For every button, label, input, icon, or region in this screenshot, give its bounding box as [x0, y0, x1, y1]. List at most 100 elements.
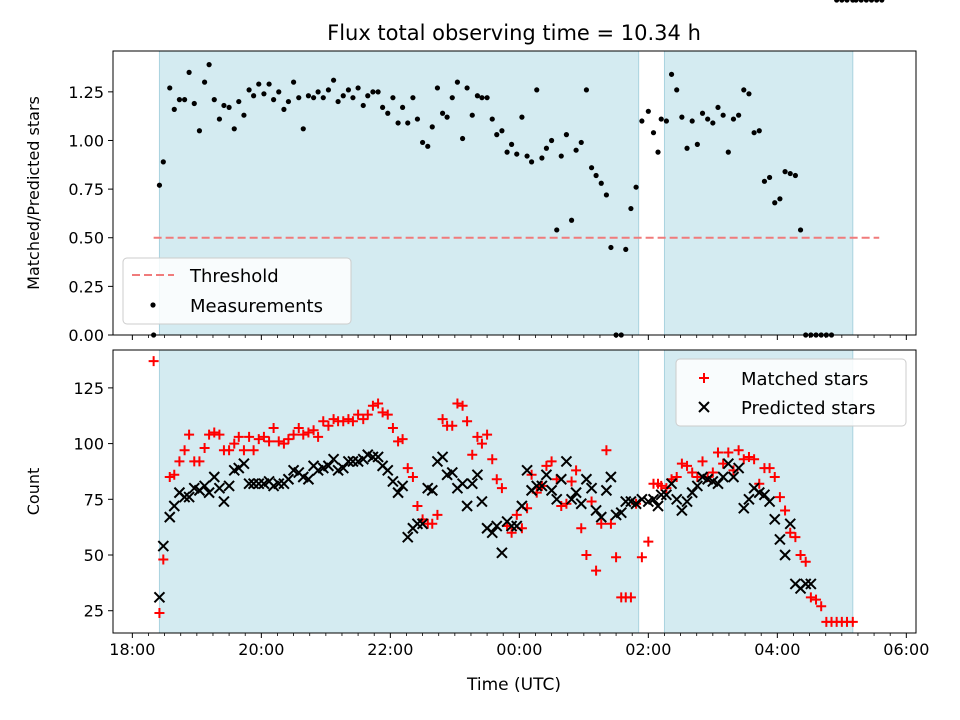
measurement-point	[720, 112, 726, 118]
measurement-point	[469, 112, 475, 118]
predicted-star-point	[302, 473, 315, 485]
matched-star-point	[199, 443, 210, 454]
matched-star-point	[712, 447, 723, 458]
predicted-star-point	[779, 549, 791, 561]
measurement-point	[171, 106, 177, 112]
measurement-point	[543, 145, 550, 151]
measurement-point	[705, 116, 711, 122]
predicted-star-point	[153, 591, 166, 604]
measurement-point	[603, 192, 610, 198]
measurement-point	[528, 159, 535, 165]
measurement-point	[746, 91, 752, 97]
matched-star-point	[476, 438, 487, 449]
measurement-point	[844, 0, 850, 3]
y-tick-label: 50	[84, 546, 104, 565]
predicted-star-point	[620, 495, 632, 508]
measurement-point	[216, 116, 223, 122]
measurement-point	[305, 93, 312, 99]
matched-star-point	[288, 429, 299, 440]
measurement-point	[296, 95, 302, 101]
matched-star-point	[328, 414, 339, 425]
predicted-star-point	[367, 451, 379, 463]
matched-star-point	[407, 472, 418, 483]
matched-star-point	[571, 465, 582, 476]
matched-star-point	[373, 398, 384, 409]
measurement-point	[191, 100, 197, 107]
matched-star-point	[179, 445, 190, 456]
measurement-point	[281, 106, 287, 112]
predicted-star-point	[763, 495, 776, 508]
measurement-point	[534, 87, 540, 93]
predicted-star-point	[426, 484, 438, 497]
predicted-star-point	[461, 500, 473, 512]
bottom-y-axis-label: Count	[24, 468, 43, 516]
matched-star-point	[546, 456, 557, 467]
predicted-star-point	[198, 480, 211, 492]
measurement-point	[715, 104, 721, 111]
y-tick-label: 100	[73, 435, 104, 454]
matched-star-point	[313, 431, 324, 442]
measurement-point	[834, 0, 840, 3]
predicted-star-point	[446, 466, 458, 479]
measurement-point	[578, 139, 584, 146]
chart-title: Flux total observing time = 10.34 h	[327, 21, 701, 45]
measurement-point	[345, 87, 352, 93]
matched-star-point	[506, 527, 517, 538]
matched-star-point	[816, 601, 827, 612]
measurement-point	[285, 98, 292, 105]
measurement-point	[499, 128, 505, 134]
matched-star-point	[347, 416, 358, 427]
predicted-star-point	[396, 480, 409, 492]
measurement-point	[484, 95, 490, 101]
top-axes-frame	[112, 50, 917, 336]
measurement-point	[663, 118, 669, 124]
measurement-point	[375, 89, 381, 95]
measurement-point	[494, 132, 500, 138]
measurement-point	[221, 102, 227, 109]
measurement-point	[756, 128, 762, 134]
measurement-point	[236, 98, 242, 105]
matched-star-point	[154, 607, 165, 618]
measurement-point	[365, 93, 371, 99]
measurement-point	[658, 116, 664, 122]
matched-star-point	[233, 431, 244, 442]
predicted-star-point	[605, 471, 617, 483]
measurement-point	[679, 114, 685, 120]
matched-star-point	[682, 460, 693, 471]
matched-star-point	[377, 407, 388, 418]
matched-star-point	[283, 434, 294, 445]
measurement-point	[558, 153, 564, 159]
matched-star-point	[204, 429, 215, 440]
measurement-point	[608, 244, 614, 251]
x-tick-label: 02:00	[625, 640, 671, 659]
bottom-panel: 18:00 20:00 22:00 00:00 02:00 04:00 06:00 25 50 7…	[24, 349, 929, 659]
matched-star-point	[811, 594, 822, 605]
measurement-point	[310, 95, 317, 101]
matched-star-point	[749, 454, 760, 465]
measurement-point	[474, 93, 481, 99]
matched-star-point	[692, 472, 703, 483]
y-tick-label: 125	[73, 379, 104, 398]
measurement-point	[548, 137, 555, 144]
measurement-point	[699, 110, 706, 116]
y-tick-label: 0.00	[68, 326, 104, 345]
matched-star-point	[323, 420, 334, 431]
predicted-star-point	[183, 491, 195, 503]
matched-star-point	[437, 414, 448, 425]
predicted-star-point	[402, 531, 414, 543]
matched-star-point	[367, 400, 378, 411]
measurement-point	[645, 108, 651, 114]
measurement-point	[524, 153, 530, 159]
measurement-point	[588, 165, 595, 171]
predicted-star-point	[436, 451, 449, 463]
predicted-star-point	[758, 489, 771, 501]
predicted-star-point	[545, 484, 558, 497]
measurement-point	[863, 0, 869, 3]
matched-star-point	[432, 509, 443, 520]
measurement-point	[879, 0, 885, 3]
matched-star-point	[472, 431, 483, 442]
predicted-star-point	[253, 477, 265, 490]
measurement-point	[563, 132, 570, 138]
measurement-point	[439, 110, 446, 116]
